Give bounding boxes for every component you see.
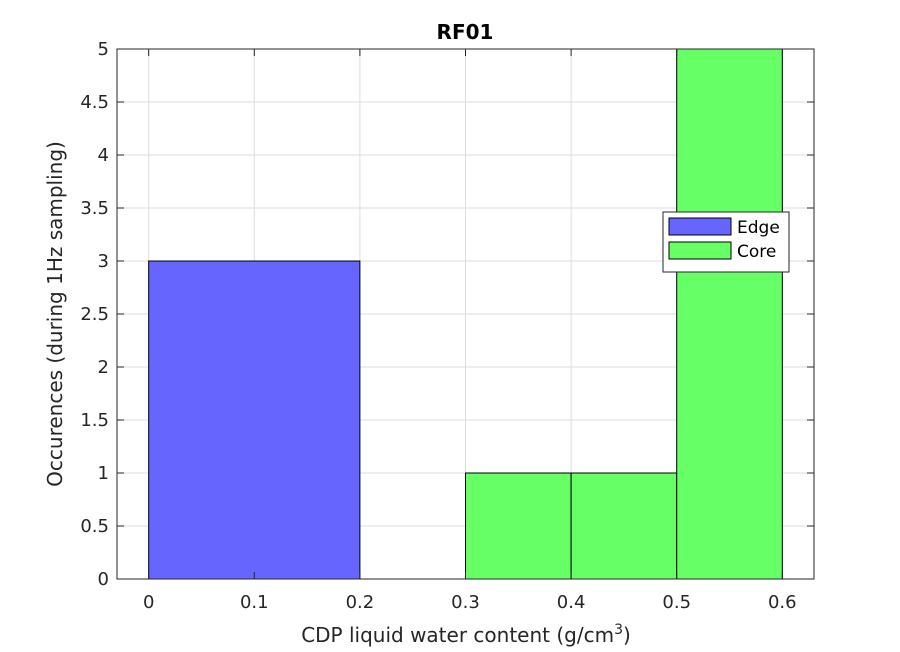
x-axis-label-superscript: 3 xyxy=(614,622,623,638)
legend-swatch-core xyxy=(668,241,732,260)
y-tick-label: 3.5 xyxy=(80,198,109,219)
x-tick-label: 0.1 xyxy=(240,592,269,613)
y-tick-label: 2.5 xyxy=(80,304,109,325)
x-tick-label: 0.6 xyxy=(768,592,797,613)
y-tick-label: 5 xyxy=(98,39,109,60)
bar-core xyxy=(465,472,572,580)
x-ticks: 0 0.1 0.2 0.3 0.4 0.5 0.6 xyxy=(143,49,797,613)
y-tick-label: 1 xyxy=(98,463,109,484)
x-tick-label: 0 xyxy=(143,592,154,613)
bar-core xyxy=(676,48,783,580)
y-tick-label: 3 xyxy=(98,251,109,272)
y-tick-label: 4.5 xyxy=(80,92,109,113)
legend-label-core: Core xyxy=(737,242,776,262)
x-axis-label: CDP liquid water content (g/cm3) xyxy=(301,622,631,647)
x-axis-label-main: CDP liquid water content (g/cm xyxy=(301,623,614,647)
x-tick-label: 0.4 xyxy=(557,592,586,613)
legend: Edge Core xyxy=(662,211,790,273)
bars xyxy=(148,48,783,580)
y-ticks: 0 0.5 1 1.5 2 2.5 3 3.5 4 4.5 5 xyxy=(80,39,814,590)
bar-core xyxy=(570,472,678,580)
legend-label-edge: Edge xyxy=(737,218,780,238)
bar-edge xyxy=(148,260,361,580)
chart-title: RF01 xyxy=(437,20,494,44)
x-tick-label: 0.2 xyxy=(346,592,375,613)
y-tick-label: 4 xyxy=(98,145,109,166)
x-axis-label-suffix: ) xyxy=(623,623,631,647)
y-tick-label: 0.5 xyxy=(80,516,109,537)
y-tick-label: 0 xyxy=(98,569,109,590)
y-tick-label: 1.5 xyxy=(80,410,109,431)
y-tick-label: 2 xyxy=(98,357,109,378)
legend-swatch-edge xyxy=(668,217,732,236)
x-tick-label: 0.5 xyxy=(662,592,691,613)
y-axis-label: Occurences (during 1Hz sampling) xyxy=(43,141,67,487)
x-tick-label: 0.3 xyxy=(451,592,480,613)
